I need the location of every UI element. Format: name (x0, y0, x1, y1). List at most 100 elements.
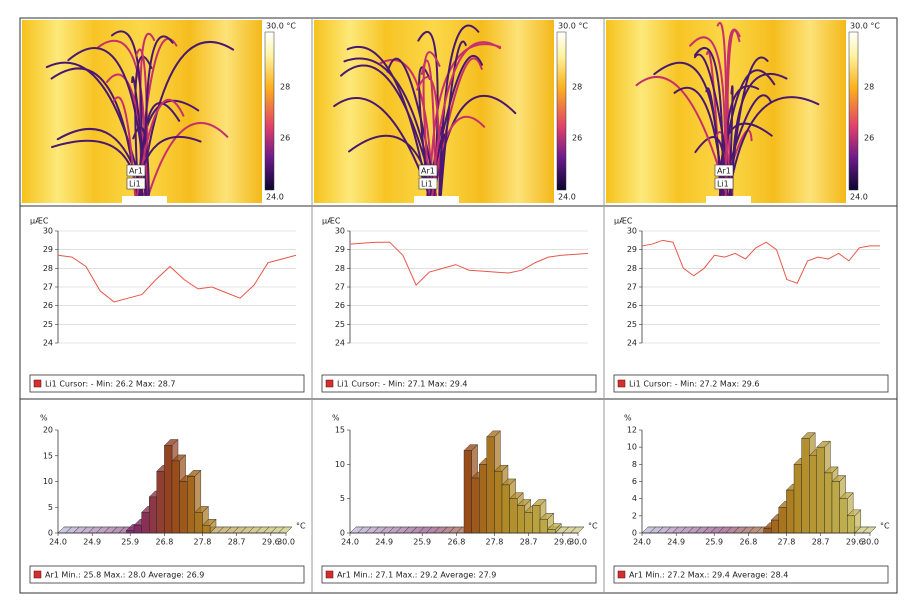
marker-label: Li1 (717, 180, 729, 189)
y-tick-label: 10 (335, 460, 345, 469)
y-tick-label: 27 (43, 283, 53, 292)
y-axis-label: % (40, 414, 48, 423)
legend-box (29, 565, 305, 584)
bar (141, 512, 150, 534)
scale-tick: 26 (864, 134, 874, 143)
y-tick-label: 30 (627, 227, 637, 236)
pot (706, 196, 751, 203)
scale-max: 30.0 °C (850, 22, 880, 31)
bar (763, 528, 772, 534)
y-tick-label: 8 (632, 460, 637, 469)
plant-leaf (67, 47, 147, 196)
marker-box (418, 177, 438, 190)
y-axis-label: % (332, 414, 340, 423)
legend-text: Ar1 Min.: 27.1 Max.: 29.2 Average: 27.9 (337, 571, 496, 580)
x-tick-label: 28.7 (520, 538, 538, 547)
x-axis-label: °C (588, 522, 598, 531)
bar (202, 525, 211, 534)
bar (839, 498, 848, 534)
plant-leaf (716, 21, 728, 196)
x-tick-label: 27.8 (777, 538, 795, 547)
bar (801, 438, 810, 534)
bar (179, 481, 188, 534)
y-tick-label: 29 (627, 245, 637, 254)
y-tick-label: 0 (340, 529, 345, 538)
scale-min: 24.0 (266, 193, 284, 202)
plant-leaf (340, 64, 436, 196)
x-tick-label: 24.9 (667, 538, 685, 547)
bar (471, 477, 480, 534)
y-tick-label: 29 (335, 245, 345, 254)
plant-leaf (134, 55, 153, 196)
scale-min: 24.0 (558, 193, 576, 202)
scale-tick: 28 (572, 83, 582, 92)
marker-box (126, 177, 146, 190)
marker-label: Li1 (421, 180, 433, 189)
x-axis-label: °C (880, 522, 890, 531)
legend-swatch (617, 379, 626, 388)
y-tick-label: 30 (43, 227, 53, 236)
y-tick-label: 26 (43, 301, 53, 310)
color-scale (556, 31, 567, 191)
bar (809, 455, 818, 534)
color-scale (848, 31, 859, 191)
x-tick-label: 28.7 (812, 538, 830, 547)
x-tick-label: 26.8 (739, 538, 757, 547)
x-tick-label: 29.6 (846, 538, 864, 547)
bar (148, 496, 157, 534)
marker-box (126, 164, 146, 177)
legend-text: Li1 Cursor: - Min: 26.2 Max: 28.7 (45, 380, 176, 389)
pot (414, 196, 459, 203)
bar (517, 505, 526, 534)
x-tick-label: 24.9 (83, 538, 101, 547)
x-tick-label: 24.9 (375, 538, 393, 547)
bar (831, 481, 840, 534)
y-axis-label: µÆC (30, 217, 49, 226)
bar (532, 505, 541, 534)
y-tick-label: 0 (48, 529, 53, 538)
scale-min: 24.0 (850, 193, 868, 202)
x-tick-label: 30.0 (277, 538, 295, 547)
marker-label: Ar1 (421, 167, 435, 176)
y-tick-label: 5 (340, 494, 345, 503)
bar (133, 525, 142, 534)
x-tick-label: 24.0 (49, 538, 67, 547)
scale-tick: 28 (864, 83, 874, 92)
y-axis-label: % (624, 414, 632, 423)
x-tick-label: 25.9 (121, 538, 139, 547)
legend-box (321, 565, 597, 584)
legend-box (29, 374, 305, 393)
bar (539, 519, 548, 534)
bar (164, 445, 173, 534)
y-tick-label: 15 (43, 451, 53, 460)
y-tick-label: 27 (627, 283, 637, 292)
bar (494, 471, 503, 534)
bar (479, 464, 488, 534)
plant-leaf (727, 96, 820, 196)
marker-label: Ar1 (129, 167, 143, 176)
bar (816, 446, 825, 534)
y-tick-label: 24 (335, 339, 345, 348)
x-tick-label: 27.8 (193, 538, 211, 547)
legend-text: Ar1 Min.: 27.2 Max.: 29.4 Average: 28.4 (629, 571, 788, 580)
x-tick-label: 29.6 (262, 538, 280, 547)
legend-swatch (325, 570, 334, 579)
scale-max: 30.0 °C (558, 22, 588, 31)
marker-label: Ar1 (717, 167, 731, 176)
bar (463, 450, 472, 534)
y-tick-label: 6 (632, 477, 637, 486)
x-tick-label: 30.0 (569, 538, 587, 547)
y-tick-label: 25 (627, 320, 637, 329)
scale-tick: 26 (572, 134, 582, 143)
frame (19, 17, 898, 594)
plant-leaf (729, 56, 769, 196)
y-tick-label: 25 (335, 320, 345, 329)
bar (486, 436, 495, 534)
scale-tick: 28 (280, 83, 290, 92)
bar (786, 489, 795, 534)
plant-leaf (333, 97, 431, 196)
marker-box (418, 164, 438, 177)
legend-box (613, 565, 889, 584)
x-tick-label: 27.8 (485, 538, 503, 547)
y-tick-label: 15 (335, 426, 345, 435)
